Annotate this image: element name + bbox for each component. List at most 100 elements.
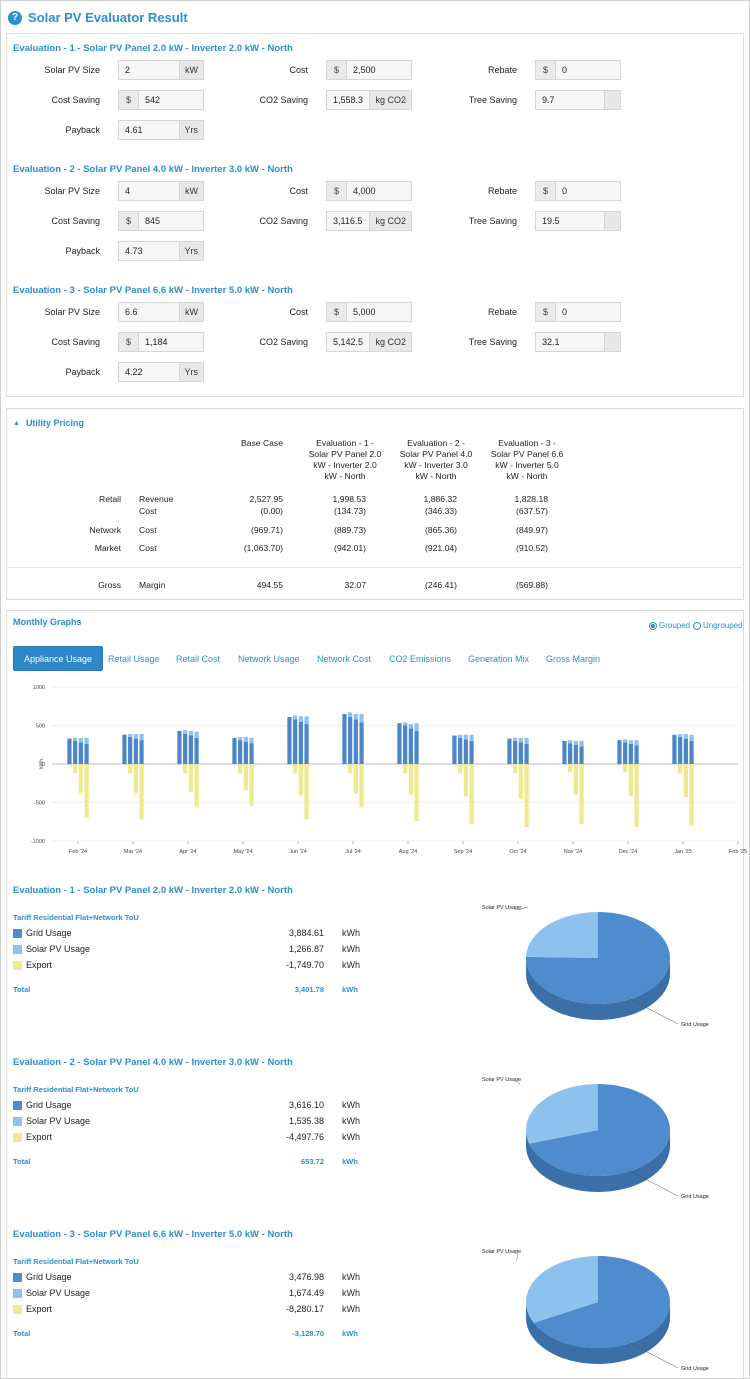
pie-label-solar-pv: Solar PV Usage: [482, 1077, 521, 1083]
tab-retail-cost[interactable]: Retail Cost: [176, 653, 221, 664]
rebate-field[interactable]: $0: [535, 181, 621, 201]
utility-cell: 1,998.53: [332, 494, 366, 504]
bar-export: [518, 764, 523, 799]
utility-cell: (637.57): [515, 506, 548, 516]
bar-solar-pv-usage: [628, 740, 633, 744]
bar-export: [84, 764, 89, 818]
tab-gross-margin[interactable]: Gross Margin: [546, 653, 601, 664]
bar-solar-pv-usage: [689, 734, 694, 741]
legend-item: Solar PV Usage: [13, 1116, 90, 1126]
utility-cell: (346.33): [424, 506, 457, 516]
bar-grid-usage: [623, 742, 628, 764]
field-label-payback: Payback: [65, 246, 100, 256]
bar-solar-pv-usage: [139, 733, 144, 741]
rebate-field-value: 0: [556, 61, 620, 79]
solar-pv-size-field[interactable]: 6.6 kW: [118, 302, 204, 322]
bar-grid-usage: [513, 740, 518, 764]
tariff-label: Tariff Residential Flat+Network ToU: [13, 913, 139, 922]
utility-cell: (921.04): [424, 543, 457, 553]
bar-solar-pv-usage: [78, 737, 83, 743]
payback-field-unit: Yrs: [178, 363, 203, 381]
cost-field-value: 2,500: [347, 61, 411, 79]
bar-solar-pv-usage: [238, 737, 243, 741]
cost-field[interactable]: $5,000: [326, 302, 412, 322]
tab-co2-emissions[interactable]: CO2 Emissions: [389, 653, 452, 664]
y-tick-label: 0: [42, 762, 45, 768]
tab-network-cost[interactable]: Network Cost: [317, 653, 372, 664]
co2-saving-field-unit: kg CO2: [369, 333, 411, 351]
tree-saving-field[interactable]: 32.1: [535, 332, 621, 352]
rebate-field[interactable]: $0: [535, 60, 621, 80]
legend-value: -8,280.17: [285, 1304, 324, 1314]
bar-export: [183, 764, 188, 774]
tab-generation-mix[interactable]: Generation Mix: [468, 653, 530, 664]
co2-saving-field[interactable]: 1,558.3 kg CO2: [326, 90, 412, 110]
summary-title: Evaluation - 3 - Solar PV Panel 6.6 kW -…: [13, 1229, 293, 1240]
legend-value: -1,749.70: [285, 960, 324, 970]
utility-pricing-toggle[interactable]: ▲ Utility Pricing: [13, 418, 84, 428]
rebate-field-value: 0: [556, 303, 620, 321]
total-label: Total: [13, 985, 31, 994]
utility-cell: (849.97): [515, 525, 548, 535]
co2-saving-field[interactable]: 5,142.5 kg CO2: [326, 332, 412, 352]
help-icon[interactable]: ?: [8, 10, 22, 25]
ungrouped-radio[interactable]: Ungrouped: [693, 621, 743, 630]
payback-field[interactable]: 4.22 Yrs: [118, 362, 204, 382]
bar-grid-usage: [243, 741, 248, 764]
tree-saving-field-value: 9.7: [536, 91, 604, 109]
rebate-field[interactable]: $0: [535, 302, 621, 322]
solar-pv-size-field[interactable]: 2 kW: [118, 60, 204, 80]
bar-grid-usage: [67, 738, 72, 764]
bar-grid-usage: [678, 737, 683, 764]
bar-grid-usage: [128, 737, 133, 764]
bar-export: [408, 764, 413, 795]
tab-retail-usage[interactable]: Retail Usage: [108, 653, 160, 664]
bar-grid-usage: [293, 719, 298, 764]
bar-grid-usage: [353, 719, 358, 764]
field-label-payback: Payback: [65, 125, 100, 135]
legend-swatch: [13, 1116, 22, 1126]
grouped-radio[interactable]: Grouped: [649, 621, 690, 630]
radio-unchecked-icon: [693, 621, 701, 630]
legend-item: Solar PV Usage: [13, 944, 90, 954]
field-label-solar-pv-size: Solar PV Size: [44, 65, 100, 75]
legend-label: Grid Usage: [26, 1100, 72, 1110]
tab-network-usage[interactable]: Network Usage: [238, 653, 300, 664]
bar-solar-pv-usage: [518, 737, 523, 743]
solar-pv-size-field[interactable]: 4 kW: [118, 181, 204, 201]
tree-saving-field[interactable]: 9.7: [535, 90, 621, 110]
utility-cell: (910.52): [515, 543, 548, 553]
divider: [8, 567, 742, 568]
bar-grid-usage: [84, 743, 89, 764]
payback-field[interactable]: 4.73 Yrs: [118, 241, 204, 261]
utility-cell: (0.00): [260, 506, 283, 516]
legend-value: 1,535.38: [288, 1116, 324, 1126]
field-label-cost: Cost: [289, 65, 308, 75]
field-label-cost-saving: Cost Saving: [51, 95, 100, 105]
bar-grid-usage: [573, 744, 578, 764]
cost-field[interactable]: $4,000: [326, 181, 412, 201]
solar-pv-size-field-unit: kW: [179, 182, 203, 200]
legend-unit: kWh: [342, 928, 360, 938]
tree-saving-field[interactable]: 19.5: [535, 211, 621, 231]
cost-saving-field[interactable]: $542: [118, 90, 204, 110]
monthly-graphs-panel: [6, 610, 744, 1379]
x-tick-label: Aug '24: [399, 849, 417, 855]
utility-row-item: Margin: [139, 580, 166, 590]
evaluations-panel: [6, 33, 744, 397]
tab-appliance-usage[interactable]: Appliance Usage: [13, 646, 104, 671]
y-tick-label: 1000: [33, 685, 45, 691]
bar-solar-pv-usage: [183, 730, 188, 734]
solar-pv-size-field-unit: kW: [179, 303, 203, 321]
cost-saving-field[interactable]: $845: [118, 211, 204, 231]
usage-pie-chart: Solar PV Usage Grid Usage: [482, 905, 709, 1028]
utility-row-item: Cost: [139, 506, 157, 516]
cost-saving-field[interactable]: $1,184: [118, 332, 204, 352]
bar-export: [579, 764, 584, 825]
co2-saving-field[interactable]: 3,116.5 kg CO2: [326, 211, 412, 231]
bar-export: [348, 764, 353, 774]
tree-saving-field-value: 32.1: [536, 333, 604, 351]
cost-field[interactable]: $2,500: [326, 60, 412, 80]
utility-row-group: Retail: [99, 494, 121, 504]
payback-field[interactable]: 4.61 Yrs: [118, 120, 204, 140]
